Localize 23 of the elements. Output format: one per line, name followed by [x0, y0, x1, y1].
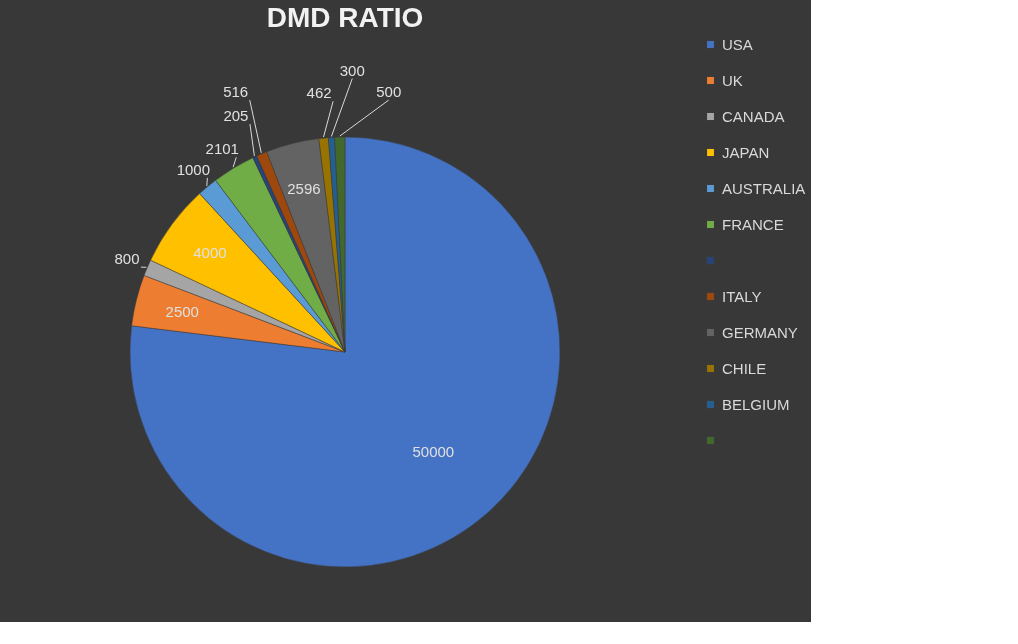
data-label: 800	[114, 250, 140, 268]
data-label: 462	[306, 84, 332, 102]
legend-label: FRANCE	[722, 215, 784, 233]
legend-label: AUSTRALIA	[722, 179, 806, 197]
chart-title: DMD RATIO	[266, 2, 424, 33]
data-label: 1000	[176, 160, 211, 178]
legend-label: UK	[722, 71, 743, 89]
data-label: 2101	[205, 140, 239, 158]
data-label: 500	[376, 83, 402, 101]
legend-label: BELGIUM	[722, 395, 790, 413]
data-label: 4000	[193, 243, 227, 261]
legend-label: GERMANY	[722, 323, 798, 341]
legend-label: JAPAN	[722, 143, 770, 161]
data-label: 205	[223, 106, 249, 124]
legend-label: ITALY	[722, 287, 762, 305]
data-label: 516	[223, 83, 249, 101]
legend-label: CANADA	[722, 107, 785, 125]
data-label: 2596	[287, 180, 321, 198]
data-label: 50000	[412, 442, 455, 460]
data-label: 300	[339, 61, 365, 79]
data-label: 2500	[165, 302, 199, 320]
legend-label: USA	[722, 35, 753, 53]
legend-label: CHILE	[722, 359, 767, 377]
